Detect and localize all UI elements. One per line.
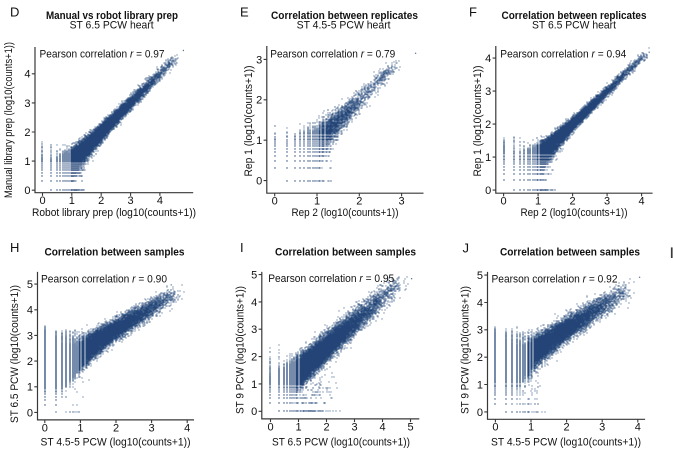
svg-text:4: 4 [27,305,33,317]
svg-text:2: 2 [323,421,329,433]
svg-text:4: 4 [477,297,483,309]
svg-text:Correlation between samples: Correlation between samples [500,247,640,259]
svg-text:ST 6.5 PCW heart: ST 6.5 PCW heart [70,19,154,31]
svg-text:ST 4.5-5 PCW heart: ST 4.5-5 PCW heart [297,19,391,31]
svg-text:Pearson correlation r = 0.95: Pearson correlation r = 0.95 [268,273,394,285]
svg-text:3: 3 [256,54,262,66]
svg-text:4: 4 [24,69,30,81]
svg-text:0: 0 [256,176,262,188]
svg-text:4: 4 [157,195,163,207]
svg-text:E: E [240,5,249,20]
svg-text:2: 2 [564,422,570,434]
svg-text:0: 0 [501,196,507,208]
svg-text:1: 1 [535,196,541,208]
svg-text:3: 3 [351,421,357,433]
svg-text:2: 2 [356,196,362,208]
svg-text:5: 5 [477,270,483,282]
svg-text:5: 5 [407,421,413,433]
svg-text:Correlation between samples: Correlation between samples [275,247,416,259]
svg-text:F: F [469,5,477,20]
svg-text:2: 2 [477,352,483,364]
svg-text:ST 4.5-5 PCW (log10(counts+1)): ST 4.5-5 PCW (log10(counts+1)) [41,437,191,449]
svg-text:ST 4.5-5 PCW (log10(counts+1)): ST 4.5-5 PCW (log10(counts+1)) [491,437,641,449]
svg-text:1: 1 [24,156,30,168]
svg-text:1: 1 [314,196,320,208]
svg-text:3: 3 [604,196,610,208]
svg-text:1: 1 [528,422,534,434]
svg-text:4: 4 [485,53,491,65]
svg-text:1: 1 [251,379,257,391]
svg-text:Correlation between replicates: Correlation between replicates [502,10,647,22]
svg-text:ST 9 PCW (log10(counts+1)): ST 9 PCW (log10(counts+1)) [235,286,247,414]
svg-text:I: I [240,240,244,255]
svg-text:2: 2 [24,127,30,139]
svg-text:3: 3 [149,422,155,434]
svg-text:Rep 1 (log10(counts+1)): Rep 1 (log10(counts+1)) [243,66,255,177]
svg-text:3: 3 [485,86,491,98]
svg-text:J: J [463,240,470,255]
svg-text:2: 2 [570,196,576,208]
svg-text:1: 1 [77,422,83,434]
svg-text:4: 4 [184,422,190,434]
svg-text:D: D [10,5,19,20]
svg-text:Correlation between samples: Correlation between samples [45,247,185,259]
svg-text:Rep 2 (log10(counts+1)): Rep 2 (log10(counts+1)) [521,207,628,219]
svg-text:3: 3 [251,324,257,336]
svg-text:Pearson correlation r = 0.97: Pearson correlation r = 0.97 [40,48,165,60]
svg-text:ST 6.5 PCW heart: ST 6.5 PCW heart [532,19,616,31]
svg-text:1: 1 [69,195,75,207]
svg-text:1: 1 [27,382,33,394]
svg-text:Rep 2 (log10(counts+1)): Rep 2 (log10(counts+1)) [292,207,399,219]
svg-text:3: 3 [27,330,33,342]
svg-text:Manual vs robot library prep: Manual vs robot library prep [46,10,178,22]
svg-text:1: 1 [477,379,483,391]
svg-text:0: 0 [267,421,273,433]
svg-text:0: 0 [42,422,48,434]
svg-text:3: 3 [128,195,134,207]
svg-text:0: 0 [492,422,498,434]
svg-text:4: 4 [639,196,645,208]
svg-text:5: 5 [27,279,33,291]
svg-text:1: 1 [256,135,262,147]
svg-text:2: 2 [251,352,257,364]
svg-text:H: H [10,240,19,255]
svg-text:3: 3 [399,196,405,208]
svg-text:4: 4 [379,421,385,433]
svg-text:Manual library prep (log10(cou: Manual library prep (log10(counts+1)) [3,42,15,198]
svg-text:2: 2 [113,422,119,434]
svg-text:Rep 1 (log10(counts+1)): Rep 1 (log10(counts+1)) [472,66,484,177]
svg-text:Pearson correlation r = 0.79: Pearson correlation r = 0.79 [270,48,395,60]
svg-text:0: 0 [485,185,491,197]
svg-text:ST 9 PCW (log10(counts+1)): ST 9 PCW (log10(counts+1)) [460,286,472,414]
svg-text:3: 3 [477,325,483,337]
svg-text:Robot library prep (log10(coun: Robot library prep (log10(counts+1)) [32,207,196,219]
svg-text:5: 5 [251,269,257,281]
svg-text:3: 3 [599,422,605,434]
svg-text:1: 1 [295,421,301,433]
svg-text:Pearson correlation r = 0.94: Pearson correlation r = 0.94 [500,48,626,60]
svg-text:ST 6.5 PCW (log10(counts+1)): ST 6.5 PCW (log10(counts+1)) [9,285,21,423]
svg-text:Pearson correlation r = 0.92: Pearson correlation r = 0.92 [492,274,618,286]
svg-text:Pearson correlation r = 0.90: Pearson correlation r = 0.90 [41,274,167,286]
svg-text:ST 6.5 PCW (log10(counts+1)): ST 6.5 PCW (log10(counts+1)) [272,437,410,449]
svg-text:3: 3 [24,98,30,110]
svg-text:2: 2 [256,95,262,107]
svg-text:2: 2 [27,356,33,368]
svg-text:0: 0 [477,407,483,419]
svg-text:0: 0 [272,196,278,208]
svg-text:0: 0 [27,407,33,419]
svg-text:0: 0 [251,406,257,418]
svg-text:2: 2 [98,195,104,207]
svg-text:Correlation between replicates: Correlation between replicates [271,10,418,22]
svg-text:0: 0 [39,195,45,207]
svg-text:0: 0 [24,185,30,197]
svg-text:2: 2 [485,119,491,131]
svg-text:1: 1 [485,152,491,164]
svg-text:4: 4 [635,422,641,434]
svg-text:4: 4 [251,297,257,309]
